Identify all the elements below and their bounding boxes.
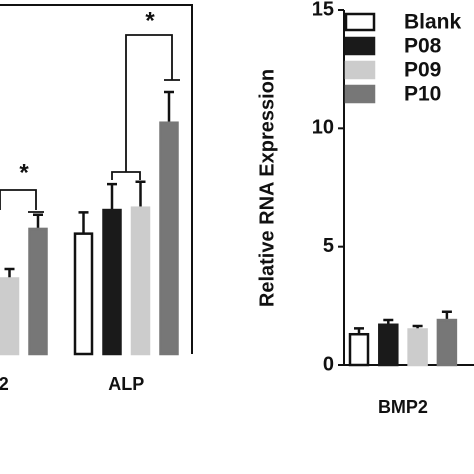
error-bar bbox=[164, 90, 174, 123]
legend-swatch bbox=[344, 60, 376, 80]
y-tick-label: 15 bbox=[312, 0, 334, 20]
error-bar bbox=[4, 267, 15, 279]
legend-label: Blank bbox=[404, 11, 462, 34]
y-axis-label: Relative RNA Expression bbox=[256, 69, 278, 307]
legend-label: P09 bbox=[404, 59, 441, 82]
significance-bracket bbox=[0, 189, 44, 213]
significance-star: * bbox=[19, 159, 29, 186]
legend-swatch bbox=[344, 36, 376, 56]
error-bar bbox=[135, 180, 146, 208]
y-tick-label: 5 bbox=[323, 235, 334, 257]
y-tick-label: 10 bbox=[312, 117, 334, 139]
legend-label: P10 bbox=[404, 83, 441, 106]
error-bar bbox=[78, 211, 89, 234]
significance-star: * bbox=[145, 7, 155, 34]
bar bbox=[348, 332, 370, 367]
bar bbox=[0, 277, 20, 356]
error-bar bbox=[33, 213, 43, 229]
bar bbox=[102, 208, 122, 356]
bar bbox=[378, 323, 399, 367]
x-tick-label: IX2 bbox=[0, 374, 9, 394]
significance-bracket bbox=[111, 34, 180, 180]
bar bbox=[28, 227, 48, 356]
bar bbox=[159, 121, 179, 356]
legend-label: P08 bbox=[404, 35, 442, 58]
y-tick-label: 0 bbox=[323, 353, 334, 375]
error-bar bbox=[107, 182, 117, 211]
bar bbox=[407, 328, 428, 367]
bar bbox=[436, 318, 458, 367]
x-tick-label: ALP bbox=[108, 374, 144, 394]
x-tick-label: BMP2 bbox=[378, 397, 428, 417]
legend-swatch bbox=[344, 84, 376, 104]
frame bbox=[0, 4, 193, 354]
error-bar bbox=[441, 310, 452, 321]
bar bbox=[130, 206, 151, 356]
bar bbox=[73, 232, 94, 356]
legend-swatch bbox=[344, 12, 376, 32]
